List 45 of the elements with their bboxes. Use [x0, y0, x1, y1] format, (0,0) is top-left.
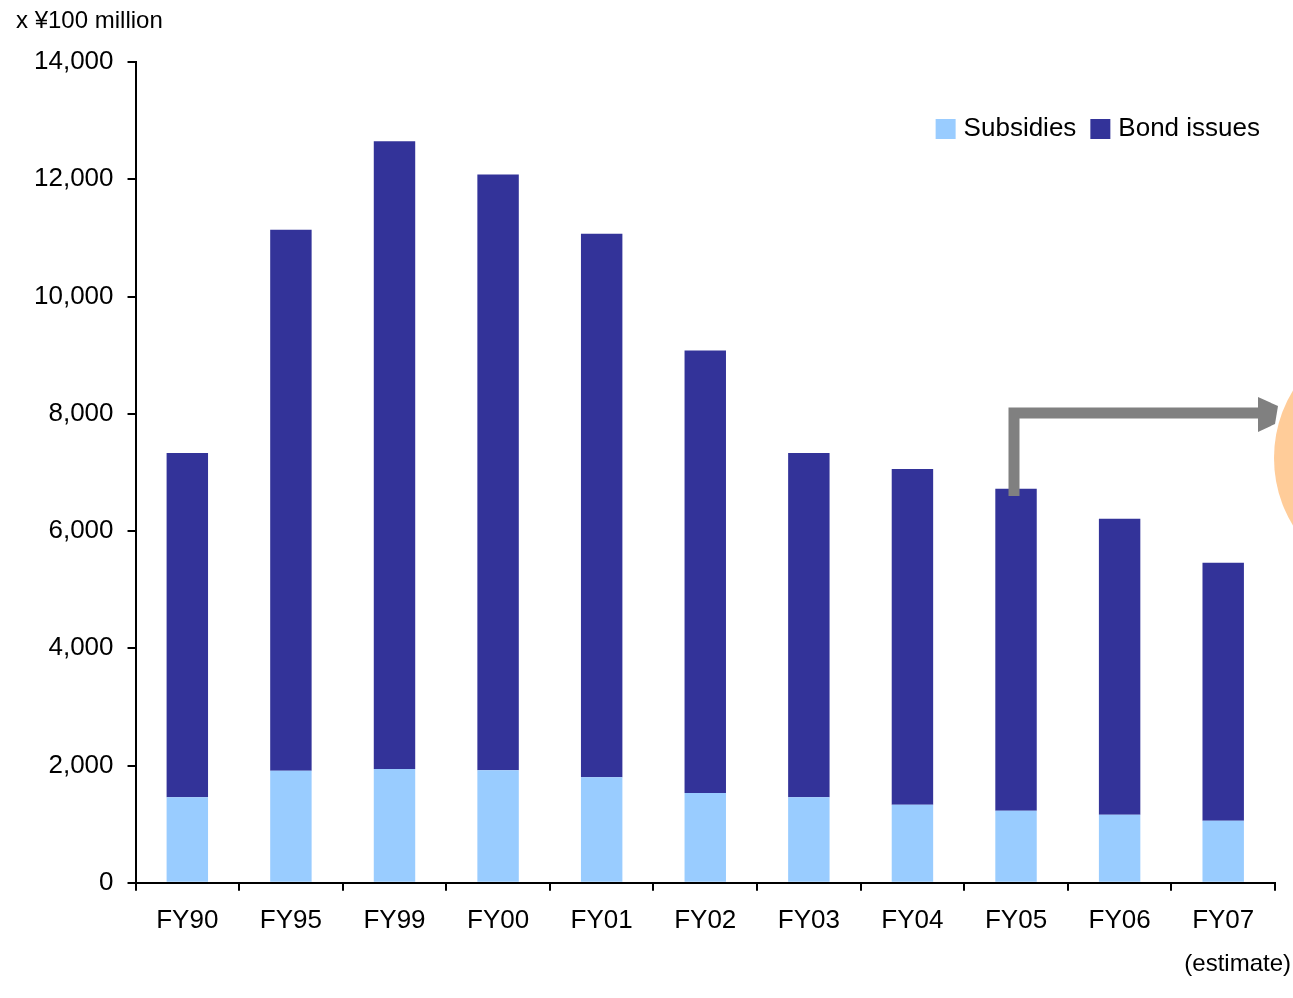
x-tick-label: FY99	[363, 903, 426, 934]
x-tick-label: FY04	[881, 903, 944, 934]
y-tick-label: 12,000	[33, 162, 114, 193]
bar	[373, 141, 416, 770]
bar	[1098, 518, 1141, 815]
x-tick-label: FY05	[984, 903, 1048, 934]
bar	[166, 797, 209, 882]
y-axis-title: x ¥100 million	[16, 5, 163, 33]
bar	[580, 777, 623, 882]
x-tick-label: FY03	[777, 903, 840, 934]
bar	[891, 468, 934, 805]
bar	[995, 810, 1037, 882]
bar	[270, 229, 312, 771]
x-tick-label: FY95	[259, 903, 322, 934]
legend-label: Subsidies	[963, 112, 1077, 143]
bar	[1202, 562, 1244, 821]
text: (estimate)	[1184, 948, 1291, 976]
y-tick-label: 10,000	[33, 279, 114, 310]
bar	[580, 233, 623, 778]
bar	[1098, 814, 1141, 882]
y-tick-label: 2,000	[48, 748, 114, 779]
bar	[166, 453, 209, 798]
y-tick-label: 14,000	[33, 45, 114, 76]
bar	[477, 174, 519, 771]
bar	[788, 453, 830, 798]
x-tick-label: FY02	[674, 903, 737, 934]
y-tick-label: 8,000	[48, 396, 114, 427]
y-tick-label: 4,000	[48, 631, 114, 662]
bar	[477, 770, 519, 882]
bar	[788, 797, 830, 882]
y-tick-label: 6,000	[48, 514, 114, 545]
x-tick-label: FY06	[1088, 903, 1151, 934]
x-tick-label: FY90	[156, 903, 219, 934]
x-tick-label: FY00	[467, 903, 530, 934]
bar	[270, 770, 312, 882]
legend-label: Bond issues	[1118, 112, 1261, 143]
x-tick-label: FY07	[1192, 903, 1255, 934]
bar	[373, 769, 416, 882]
bar	[684, 793, 726, 882]
y-tick-label: 0	[99, 865, 114, 896]
x-tick-label: FY01	[570, 903, 633, 934]
bar	[1202, 820, 1244, 882]
bar	[684, 350, 726, 794]
bar	[891, 804, 934, 882]
bar	[995, 488, 1037, 811]
